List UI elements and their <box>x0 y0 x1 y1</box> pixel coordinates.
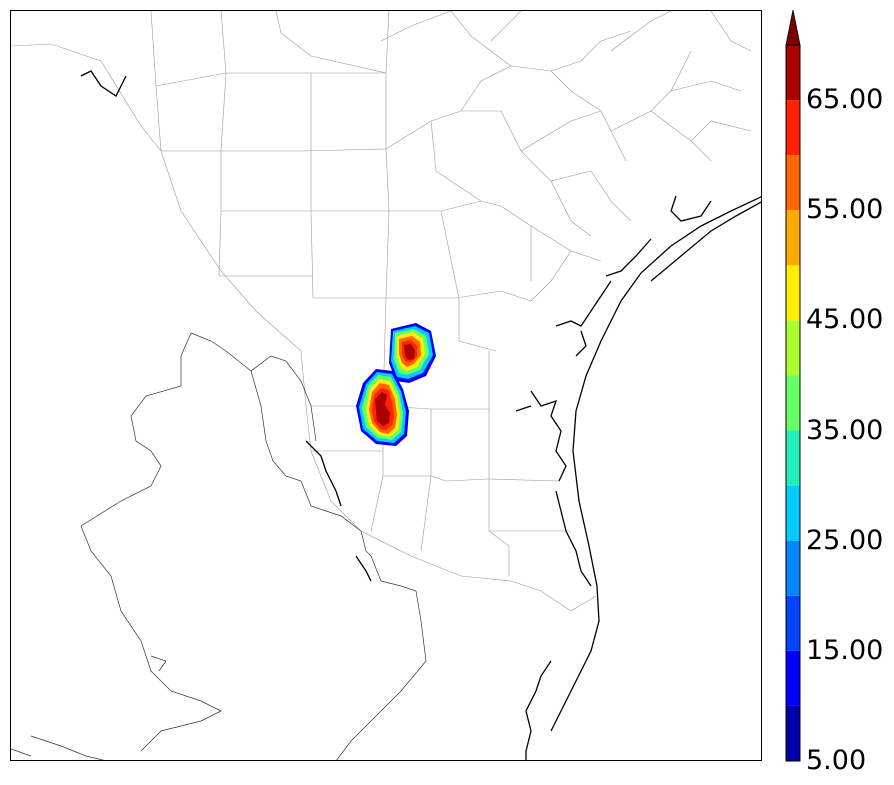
border-lines <box>11 332 427 760</box>
colorbar-segment <box>786 595 800 651</box>
colorbar-segment <box>786 155 800 211</box>
colorbar-tick-label: 25.00 <box>806 524 884 556</box>
colorbar-tick-label: 45.00 <box>806 304 884 336</box>
colorbar-segment <box>786 320 800 376</box>
colorbar-segment <box>786 375 800 431</box>
colorbar-segment <box>786 265 800 321</box>
storm-cell-north <box>389 323 436 383</box>
colorbar-tick-label: 5.00 <box>806 745 867 776</box>
coastline <box>80 70 761 760</box>
storm-cell-south <box>356 369 409 446</box>
colorbar-tick-label: 15.00 <box>806 634 884 666</box>
colorbar-tick-label: 55.00 <box>806 194 884 226</box>
colorbar-segment <box>786 430 800 486</box>
colorbar-tick-label: 65.00 <box>806 84 884 116</box>
colorbar-tick-label: 35.00 <box>806 414 884 446</box>
colorbar-segment <box>786 485 800 541</box>
colorbar-segment <box>786 210 800 266</box>
colorbar-outline <box>785 44 801 762</box>
reflectivity-cells <box>356 323 436 446</box>
colorbar <box>785 10 801 762</box>
colorbar-segment <box>786 705 800 761</box>
map-canvas <box>11 11 761 760</box>
colorbar-extend-arrow <box>785 10 801 46</box>
colorbar-segment <box>786 100 800 156</box>
colorbar-segment <box>786 650 800 706</box>
county-boundaries <box>11 11 752 612</box>
colorbar-segment <box>786 45 800 101</box>
colorbar-segment <box>786 540 800 596</box>
map-panel <box>10 10 762 761</box>
